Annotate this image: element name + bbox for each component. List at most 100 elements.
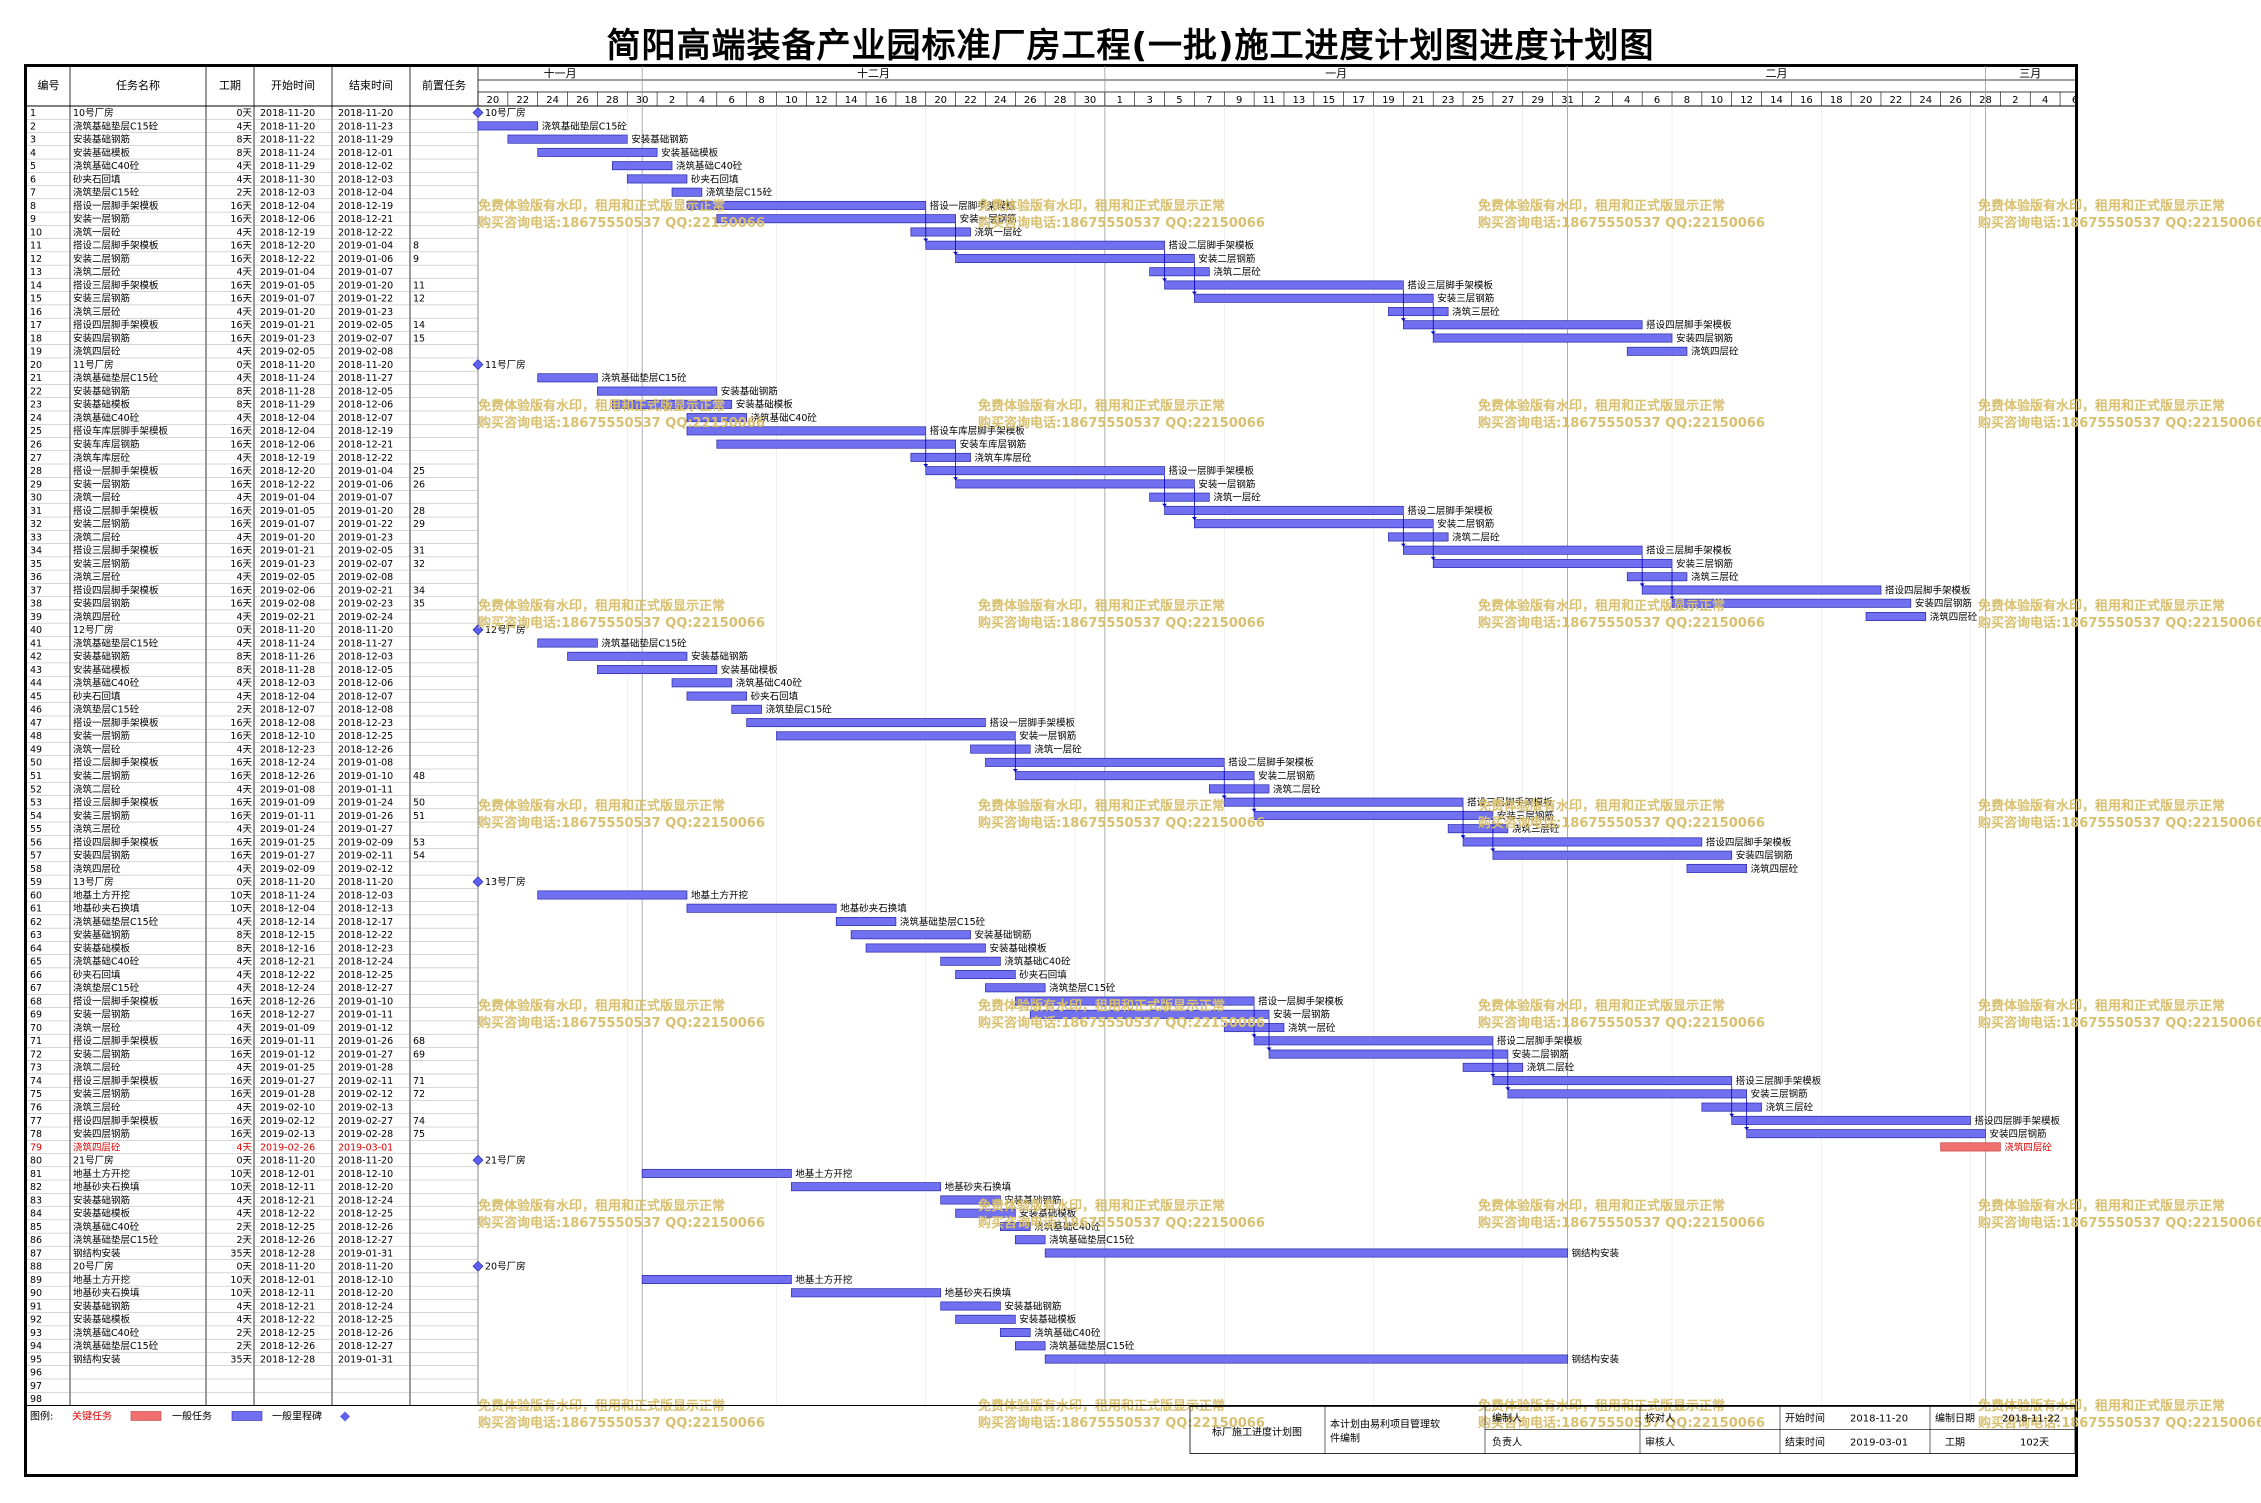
table-cell: 2018-12-05 [338,386,393,397]
table-cell: 2018-12-10 [338,1275,393,1286]
day-tick-label: 14 [1770,95,1783,106]
table-cell: 安装四层钢筋 [73,850,130,862]
table-cell: 87 [30,1248,42,1259]
table-cell: 10天 [230,1288,252,1299]
table-cell: 4天 [236,784,252,795]
milestone-diamond [472,624,484,636]
day-tick-label: 18 [904,95,917,106]
table-cell: 10天 [230,904,252,915]
watermark-line2: 购买咨询电话:18675550537 QQ:22150066 [978,1415,1265,1431]
task-bar [955,254,1195,263]
table-cell: 2018-12-19 [338,201,393,212]
table-cell: 94 [30,1341,42,1352]
table-cell: 浇筑垫层C15砼 [73,982,140,994]
table-cell: 2018-12-11 [260,1288,315,1299]
table-cell: 2019-02-11 [338,851,393,862]
bar-label: 搭设一层脚手架模板 [1169,465,1255,477]
table-cell: 2018-12-22 [338,227,393,238]
table-cell: 16天 [230,1089,252,1100]
table-cell: 2018-12-27 [338,1235,393,1246]
task-bar [955,479,1195,489]
watermark-line2: 购买咨询电话:18675550537 QQ:22150066 [1978,1015,2261,1031]
table-cell: 15 [413,333,425,344]
bar-label: 浇筑垫层C15砼 [766,704,833,716]
bar-label: 安装二层钢筋 [1437,518,1494,530]
footer-start-label: 开始时间 [1785,1411,1825,1424]
legend-critical-label: 关键任务 [72,1409,112,1422]
milestone-label: 10号厂房 [485,107,526,119]
table-cell: 8天 [236,652,252,663]
table-cell: 2018-12-13 [338,904,393,915]
footer-owner: 负责人 [1492,1435,1522,1448]
table-cell: 2019-03-01 [338,1142,393,1153]
watermark-line2: 购买咨询电话:18675550537 QQ:22150066 [478,215,765,231]
table-cell: 搭设二层脚手架模板 [73,505,159,517]
dependency-arrow [923,464,929,468]
task-bar [940,1301,1001,1311]
table-cell: 2018-12-24 [260,983,315,994]
table-cell: 2019-02-08 [338,347,393,358]
table-cell: 92 [30,1315,42,1326]
table-cell: 搭设二层脚手架模板 [73,757,159,769]
table-cell: 2 [30,121,36,132]
legend-milestone-label: 一般里程碑 [272,1409,322,1422]
table-cell: 32 [413,559,425,570]
bar-label: 安装三层钢筋 [1676,558,1733,570]
table-cell: 18 [30,333,42,344]
task-bar [791,1288,942,1298]
task-bar [1029,1009,1270,1019]
table-cell: 2018-12-21 [338,214,393,225]
bar-label: 浇筑一层砼 [1288,1022,1336,1034]
watermark-line1: 免费体验版有水印，租用和正式版显示正常 [1478,198,1725,214]
day-tick-label: 14 [845,95,858,106]
bar-label: 浇筑三层砼 [1766,1102,1814,1114]
dependency-arrow [1460,835,1466,839]
table-cell: 95 [30,1354,42,1365]
watermark-line1: 免费体验版有水印，租用和正式版显示正常 [1478,398,1725,414]
table-cell: 2019-02-13 [260,1129,315,1140]
table-cell: 2018-12-19 [260,227,315,238]
bar-label: 安装基础模板 [1019,1208,1077,1220]
task-bar [686,903,837,913]
task-bar [1641,585,1882,595]
task-bar [776,731,1016,741]
bar-label: 砂夹石回填 [691,173,739,185]
table-cell: 16天 [230,1049,252,1060]
table-cell: 71 [30,1036,42,1047]
table-cell: 16天 [230,996,252,1007]
footer-start-value: 2018-11-20 [1850,1413,1908,1424]
table-cell: 2019-02-08 [338,572,393,583]
table-cell: 44 [30,678,42,689]
task-bar [731,704,762,714]
watermark-line1: 免费体验版有水印，租用和正式版显示正常 [978,398,1225,414]
task-bar [597,386,718,396]
table-cell: 2018-12-04 [260,413,315,424]
table-cell: 搭设四层脚手架模板 [73,584,159,596]
task-bar [865,943,986,953]
table-cell: 2018-12-28 [260,1354,315,1365]
table-cell: 19 [30,347,42,358]
day-tick-label: 6 [729,95,735,106]
day-tick-label: 18 [1830,95,1843,106]
table-cell: 16天 [230,599,252,610]
table-cell: 2018-12-17 [338,917,393,928]
table-cell: 33 [30,532,42,543]
table-cell: 88 [30,1262,42,1273]
task-bar [1626,346,1688,356]
table-cell: 16天 [230,1010,252,1021]
day-tick-label: 4 [699,95,705,106]
task-bar [537,890,688,900]
table-cell: 2018-11-26 [260,652,315,663]
table-cell: 2018-11-27 [338,373,393,384]
bar-label: 浇筑基础C40砼 [1034,1327,1101,1339]
table-cell: 2019-01-25 [260,837,315,848]
table-cell: 4 [30,148,36,159]
table-cell: 79 [30,1142,42,1153]
day-tick-label: 1 [1117,95,1123,106]
table-cell: 2018-11-23 [338,121,393,132]
table-cell: 50 [30,758,42,769]
day-tick-label: 16 [1800,95,1813,106]
day-tick-label: 26 [1024,95,1037,106]
bar-label: 搭设二层脚手架模板 [1497,1035,1583,1047]
table-cell: 2018-12-03 [338,174,393,185]
